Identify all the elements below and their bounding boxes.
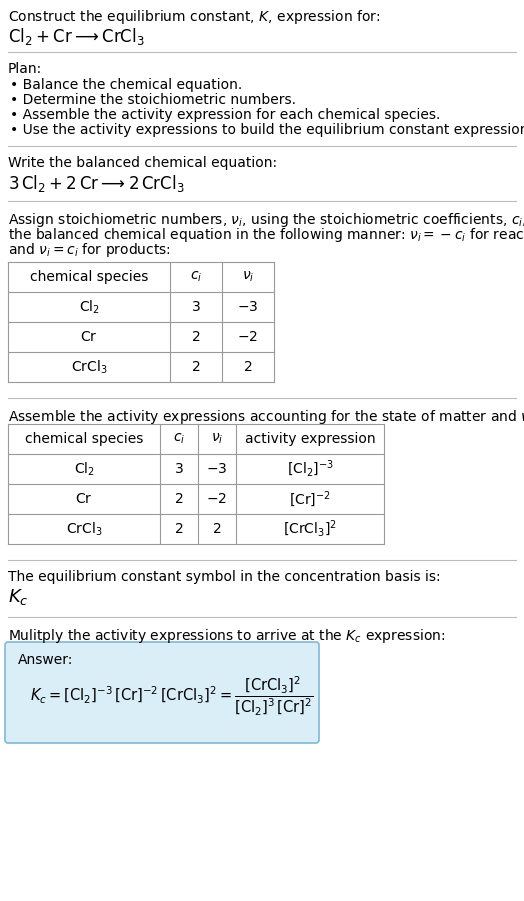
Text: • Determine the stoichiometric numbers.: • Determine the stoichiometric numbers. — [10, 93, 296, 107]
Text: $[\mathrm{Cr}]^{-2}$: $[\mathrm{Cr}]^{-2}$ — [289, 489, 331, 509]
Text: $\mathrm{Cl_2}$: $\mathrm{Cl_2}$ — [73, 460, 94, 478]
Text: $K_c = [\mathrm{Cl_2}]^{-3}\,[\mathrm{Cr}]^{-2}\,[\mathrm{CrCl_3}]^{2} = \dfrac{: $K_c = [\mathrm{Cl_2}]^{-3}\,[\mathrm{Cr… — [30, 675, 313, 718]
Text: • Balance the chemical equation.: • Balance the chemical equation. — [10, 78, 242, 92]
Text: $3\,\mathrm{Cl_2} + 2\,\mathrm{Cr} \longrightarrow 2\,\mathrm{CrCl_3}$: $3\,\mathrm{Cl_2} + 2\,\mathrm{Cr} \long… — [8, 173, 184, 194]
Text: Mulitply the activity expressions to arrive at the $K_c$ expression:: Mulitply the activity expressions to arr… — [8, 627, 445, 645]
Text: $\nu_i$: $\nu_i$ — [242, 269, 254, 284]
Text: 3: 3 — [174, 462, 183, 476]
Text: 2: 2 — [213, 522, 221, 536]
Text: Construct the equilibrium constant, $K$, expression for:: Construct the equilibrium constant, $K$,… — [8, 8, 380, 26]
Text: and $\nu_i = c_i$ for products:: and $\nu_i = c_i$ for products: — [8, 241, 171, 259]
Text: $-2$: $-2$ — [237, 330, 258, 344]
Text: Plan:: Plan: — [8, 62, 42, 76]
Text: $\mathrm{Cl_2 + Cr \longrightarrow CrCl_3}$: $\mathrm{Cl_2 + Cr \longrightarrow CrCl_… — [8, 26, 145, 47]
Text: $K_c$: $K_c$ — [8, 587, 29, 607]
Text: $-3$: $-3$ — [237, 300, 259, 314]
Text: $\mathrm{Cr}$: $\mathrm{Cr}$ — [75, 492, 93, 506]
Text: $\nu_i$: $\nu_i$ — [211, 432, 223, 446]
Text: $[\mathrm{Cl_2}]^{-3}$: $[\mathrm{Cl_2}]^{-3}$ — [287, 459, 333, 479]
Text: $c_i$: $c_i$ — [173, 432, 185, 446]
Text: 3: 3 — [192, 300, 200, 314]
Text: • Assemble the activity expression for each chemical species.: • Assemble the activity expression for e… — [10, 108, 440, 122]
Text: chemical species: chemical species — [25, 432, 143, 446]
Text: $\mathrm{CrCl_3}$: $\mathrm{CrCl_3}$ — [66, 520, 102, 538]
Text: 2: 2 — [244, 360, 253, 374]
Text: $-3$: $-3$ — [206, 462, 227, 476]
Text: Answer:: Answer: — [18, 653, 73, 667]
FancyBboxPatch shape — [5, 642, 319, 743]
Text: chemical species: chemical species — [30, 270, 148, 284]
Text: the balanced chemical equation in the following manner: $\nu_i = -c_i$ for react: the balanced chemical equation in the fo… — [8, 226, 524, 244]
Text: $\mathrm{Cr}$: $\mathrm{Cr}$ — [80, 330, 97, 344]
Text: activity expression: activity expression — [245, 432, 375, 446]
Text: Write the balanced chemical equation:: Write the balanced chemical equation: — [8, 156, 277, 170]
Text: 2: 2 — [192, 330, 200, 344]
Text: Assign stoichiometric numbers, $\nu_i$, using the stoichiometric coefficients, $: Assign stoichiometric numbers, $\nu_i$, … — [8, 211, 524, 229]
Text: The equilibrium constant symbol in the concentration basis is:: The equilibrium constant symbol in the c… — [8, 570, 441, 584]
Text: $\mathrm{Cl_2}$: $\mathrm{Cl_2}$ — [79, 298, 100, 315]
Text: $-2$: $-2$ — [206, 492, 227, 506]
Text: 2: 2 — [174, 492, 183, 506]
Text: $c_i$: $c_i$ — [190, 269, 202, 284]
Text: $\mathrm{CrCl_3}$: $\mathrm{CrCl_3}$ — [71, 359, 107, 376]
Text: 2: 2 — [192, 360, 200, 374]
Text: $[\mathrm{CrCl_3}]^{2}$: $[\mathrm{CrCl_3}]^{2}$ — [283, 519, 337, 539]
Text: • Use the activity expressions to build the equilibrium constant expression.: • Use the activity expressions to build … — [10, 123, 524, 137]
Text: 2: 2 — [174, 522, 183, 536]
Text: Assemble the activity expressions accounting for the state of matter and $\nu_i$: Assemble the activity expressions accoun… — [8, 408, 524, 426]
